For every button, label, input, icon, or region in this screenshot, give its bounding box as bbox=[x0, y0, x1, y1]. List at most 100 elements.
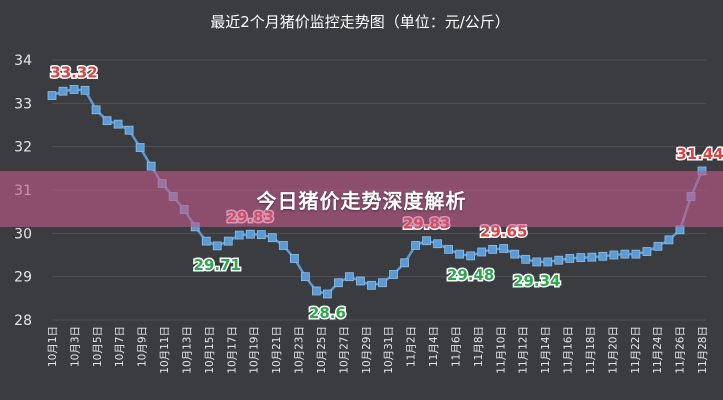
data-point bbox=[466, 251, 476, 261]
x-tick-label: 10月17日 bbox=[226, 326, 238, 374]
data-point bbox=[146, 161, 156, 171]
data-point bbox=[113, 119, 123, 129]
data-point bbox=[367, 280, 376, 290]
data-point bbox=[256, 230, 266, 240]
data-point bbox=[378, 278, 387, 288]
data-point bbox=[345, 272, 354, 282]
x-tick-label: 10月31日 bbox=[383, 326, 395, 374]
x-tick-label: 10月11日 bbox=[159, 326, 171, 374]
data-point bbox=[223, 236, 233, 246]
data-point bbox=[411, 241, 420, 250]
data-point bbox=[278, 241, 288, 250]
data-point bbox=[675, 225, 685, 235]
headline-text: 今日猪价走势深度解析 bbox=[256, 188, 467, 213]
data-point bbox=[91, 105, 101, 115]
data-point bbox=[565, 254, 575, 263]
data-label: 33.32 bbox=[50, 63, 97, 81]
y-tick-label: 33 bbox=[14, 96, 32, 112]
x-tick-label: 11月2日 bbox=[406, 326, 418, 367]
data-point bbox=[532, 257, 542, 267]
data-point bbox=[69, 85, 79, 94]
data-point bbox=[212, 241, 222, 251]
x-tick-label: 11月24日 bbox=[652, 326, 664, 374]
x-tick-label: 11月14日 bbox=[540, 326, 552, 374]
y-tick-label: 30 bbox=[14, 226, 32, 242]
y-tick-label: 34 bbox=[14, 53, 32, 69]
x-tick-label: 11月18日 bbox=[585, 326, 597, 374]
x-tick-label: 11月6日 bbox=[450, 326, 462, 367]
data-point bbox=[102, 116, 112, 126]
data-point bbox=[201, 236, 211, 246]
x-tick-label: 10月7日 bbox=[114, 326, 126, 367]
y-tick-label: 32 bbox=[14, 140, 32, 156]
data-label: 31.44 bbox=[676, 145, 723, 163]
data-point bbox=[499, 244, 509, 253]
x-tick-label: 10月23日 bbox=[294, 326, 306, 374]
x-tick-label: 11月16日 bbox=[563, 326, 575, 374]
data-point bbox=[587, 252, 597, 262]
data-point bbox=[554, 255, 564, 265]
data-point bbox=[234, 230, 244, 240]
data-point bbox=[124, 125, 134, 135]
data-point bbox=[642, 247, 652, 256]
data-point bbox=[389, 270, 398, 279]
data-label: 28.6 bbox=[309, 304, 346, 322]
x-tick-label: 10月1日 bbox=[47, 326, 59, 367]
data-point bbox=[620, 249, 630, 259]
x-tick-label: 11月12日 bbox=[518, 326, 530, 374]
x-tick-label: 11月20日 bbox=[607, 326, 619, 374]
data-point bbox=[653, 241, 663, 251]
data-point bbox=[576, 253, 586, 263]
data-point bbox=[47, 91, 57, 100]
data-point bbox=[323, 289, 332, 299]
x-tick-label: 11月28日 bbox=[697, 326, 709, 374]
data-point bbox=[543, 257, 553, 267]
data-point bbox=[267, 233, 277, 243]
data-point bbox=[400, 258, 409, 268]
data-point bbox=[521, 254, 531, 264]
data-point bbox=[312, 286, 321, 296]
headline-banner: 今日猪价走势深度解析 bbox=[0, 171, 723, 227]
x-axis-labels: 10月1日 10月3日 10月5日 10月7日 10月9日 10月11日 10月13日 10月… bbox=[47, 326, 709, 374]
data-point bbox=[422, 236, 431, 246]
data-point bbox=[510, 249, 520, 259]
x-tick-label: 10月13日 bbox=[181, 326, 193, 374]
x-tick-label: 10月5日 bbox=[92, 326, 104, 367]
data-label: 29.71 bbox=[194, 256, 241, 274]
x-tick-label: 11月22日 bbox=[630, 326, 642, 374]
x-tick-label: 10月21日 bbox=[271, 326, 283, 374]
data-point bbox=[631, 249, 641, 259]
data-label: 29.34 bbox=[513, 272, 560, 290]
x-tick-label: 11月26日 bbox=[675, 326, 687, 374]
x-tick-label: 10月15日 bbox=[204, 326, 216, 374]
x-tick-label: 10月3日 bbox=[69, 326, 81, 367]
y-tick-label: 28 bbox=[14, 313, 32, 329]
data-point bbox=[289, 254, 299, 263]
data-point bbox=[477, 247, 487, 257]
x-tick-label: 11月10日 bbox=[495, 326, 507, 374]
data-point bbox=[356, 276, 365, 286]
data-point bbox=[664, 235, 674, 245]
data-point bbox=[455, 249, 465, 259]
y-tick-label: 29 bbox=[14, 270, 32, 286]
data-point bbox=[300, 272, 310, 282]
data-points bbox=[47, 85, 707, 299]
data-point bbox=[245, 229, 255, 239]
x-tick-label: 10月19日 bbox=[249, 326, 261, 374]
data-point bbox=[58, 86, 68, 96]
data-label: 29.48 bbox=[447, 266, 494, 284]
x-tick-label: 11月8日 bbox=[473, 326, 485, 367]
data-point bbox=[444, 244, 454, 254]
data-point bbox=[488, 244, 498, 254]
x-tick-label: 10月9日 bbox=[137, 326, 149, 367]
x-tick-label: 10月29日 bbox=[361, 326, 373, 374]
data-point bbox=[334, 278, 343, 288]
data-point bbox=[80, 85, 90, 95]
x-tick-label: 10月27日 bbox=[338, 326, 350, 374]
x-tick-label: 11月4日 bbox=[428, 326, 440, 367]
data-point bbox=[433, 239, 442, 249]
data-point bbox=[609, 250, 619, 260]
data-point bbox=[135, 143, 145, 152]
data-point bbox=[598, 251, 608, 261]
x-tick-label: 10月25日 bbox=[316, 326, 328, 374]
